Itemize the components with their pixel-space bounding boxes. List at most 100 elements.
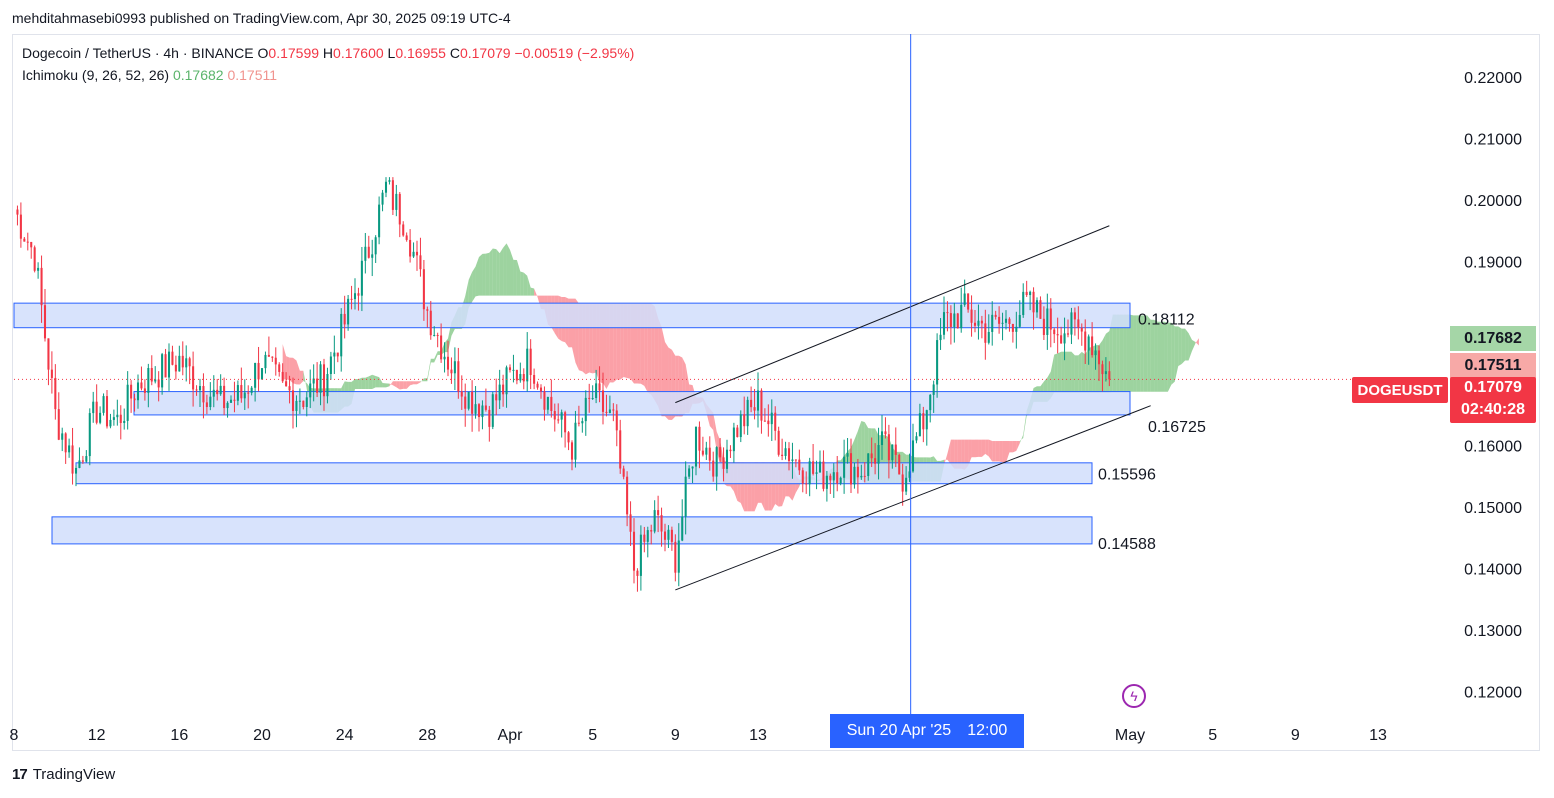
- cloud-bear-segment: [396, 381, 400, 390]
- candle-body: [522, 374, 525, 382]
- candle-body: [1073, 312, 1076, 320]
- cloud-bull-segment: [1061, 351, 1065, 393]
- candle-body: [488, 409, 491, 427]
- zone-label: 0.16725: [1148, 419, 1206, 436]
- candle-body: [402, 224, 405, 236]
- x-tick-label: 16: [170, 727, 188, 744]
- cloud-bull-segment: [375, 376, 380, 388]
- cloud-bear-segment: [713, 412, 717, 451]
- indicator-legend[interactable]: Ichimoku (9, 26, 52, 26) 0.17682 0.17511: [22, 67, 277, 83]
- cloud-bull-segment: [510, 249, 514, 296]
- cloud-bull-segment: [503, 243, 507, 296]
- cloud-bull-segment: [527, 275, 531, 296]
- current-price: 0.17079: [1464, 379, 1522, 396]
- y-tick-label: 0.12000: [1464, 684, 1522, 701]
- candle-body: [343, 313, 346, 325]
- candle-body: [808, 461, 811, 485]
- cloud-bull-segment: [516, 259, 521, 296]
- candle-body: [450, 369, 453, 374]
- cloud-bull-segment: [1019, 434, 1024, 444]
- candle-body: [949, 313, 952, 327]
- cloud-bear-segment: [1002, 441, 1006, 463]
- candle-body: [209, 396, 212, 408]
- candle-body: [526, 348, 529, 382]
- cloud-bear-segment: [399, 381, 404, 390]
- candle-body: [584, 397, 587, 422]
- candle-body: [185, 358, 188, 368]
- candle-body: [291, 390, 295, 411]
- cloud-bull-segment: [1102, 333, 1106, 393]
- candle-body: [30, 241, 33, 248]
- candle-body: [1070, 312, 1073, 335]
- cloud-bull-segment: [1157, 321, 1161, 392]
- zone-label: 0.14588: [1098, 536, 1156, 553]
- candle-body: [753, 407, 756, 411]
- candle-body: [612, 409, 615, 411]
- candle-body: [729, 449, 732, 452]
- symbol-legend[interactable]: Dogecoin / TetherUS · 4h · BINANCE O0.17…: [22, 45, 634, 61]
- cloud-bull-segment: [355, 379, 359, 390]
- high-label: H: [322, 45, 334, 61]
- candle-body: [57, 409, 60, 440]
- y-tick-label: 0.15000: [1464, 500, 1522, 517]
- cloud-bull-segment: [1143, 315, 1148, 392]
- cloud-bull-segment: [1140, 315, 1144, 392]
- cloud-bull-segment: [523, 272, 528, 296]
- cloud-bull-segment: [427, 358, 431, 382]
- cloud-bear-segment: [995, 441, 1000, 462]
- candle-body: [281, 371, 284, 382]
- candle-body: [164, 354, 167, 378]
- candle-body: [167, 351, 171, 378]
- publisher-line: mehditahmasebi0993 published on TradingV…: [12, 10, 511, 26]
- candle-body: [436, 335, 439, 337]
- candle-body: [161, 354, 164, 388]
- candle-body: [198, 386, 202, 391]
- zone-label: 0.15596: [1098, 467, 1156, 484]
- cloud-bull-segment: [430, 358, 435, 363]
- candle-body: [302, 400, 305, 407]
- candle-body: [278, 364, 281, 372]
- cloud-bull-segment: [1050, 354, 1055, 399]
- cloud-bull-segment: [1154, 319, 1158, 392]
- symbol-title[interactable]: Dogecoin / TetherUS · 4h · BINANCE: [22, 45, 254, 61]
- tradingview-logo[interactable]: 17 TradingView: [12, 766, 115, 783]
- candle-body: [374, 237, 377, 255]
- support-resistance-zone: [133, 391, 1131, 416]
- cloud-bear-segment: [1195, 338, 1199, 346]
- candle-body: [550, 396, 553, 412]
- cloud-bear-segment: [957, 439, 962, 469]
- candle-body: [760, 390, 763, 421]
- cloud-bear-segment: [286, 356, 290, 381]
- candle-body: [216, 389, 219, 395]
- candle-body: [140, 382, 143, 389]
- candle-body: [1091, 336, 1094, 356]
- candle-body: [364, 246, 367, 261]
- cloud-bull-segment: [475, 257, 479, 297]
- candle-body: [267, 354, 270, 357]
- candle-body: [1104, 371, 1107, 375]
- candle-body: [515, 369, 518, 381]
- candle-body: [970, 309, 973, 323]
- candle-body: [254, 362, 257, 388]
- cloud-bear-segment: [975, 439, 979, 458]
- candle-body: [942, 312, 946, 335]
- candle-body: [464, 396, 467, 409]
- support-resistance-zone: [75, 462, 1093, 485]
- candle-body: [867, 453, 870, 476]
- candle-body: [1094, 350, 1097, 356]
- candle-body: [1056, 334, 1059, 336]
- candle-body: [918, 413, 921, 437]
- indicator-name[interactable]: Ichimoku (9, 26, 52, 26): [22, 67, 170, 83]
- cloud-bear-segment: [413, 381, 417, 385]
- candle-body: [626, 476, 629, 515]
- cloud-bear-segment: [1009, 441, 1013, 453]
- candle-body: [994, 314, 997, 317]
- candle-body: [643, 534, 646, 542]
- candle-body: [95, 401, 98, 423]
- cloud-bull-segment: [492, 248, 497, 296]
- candle-body: [43, 305, 47, 339]
- lightning-bolt-icon[interactable]: ϟ: [1122, 684, 1146, 708]
- candle-body: [1011, 323, 1014, 332]
- candle-body: [105, 396, 109, 427]
